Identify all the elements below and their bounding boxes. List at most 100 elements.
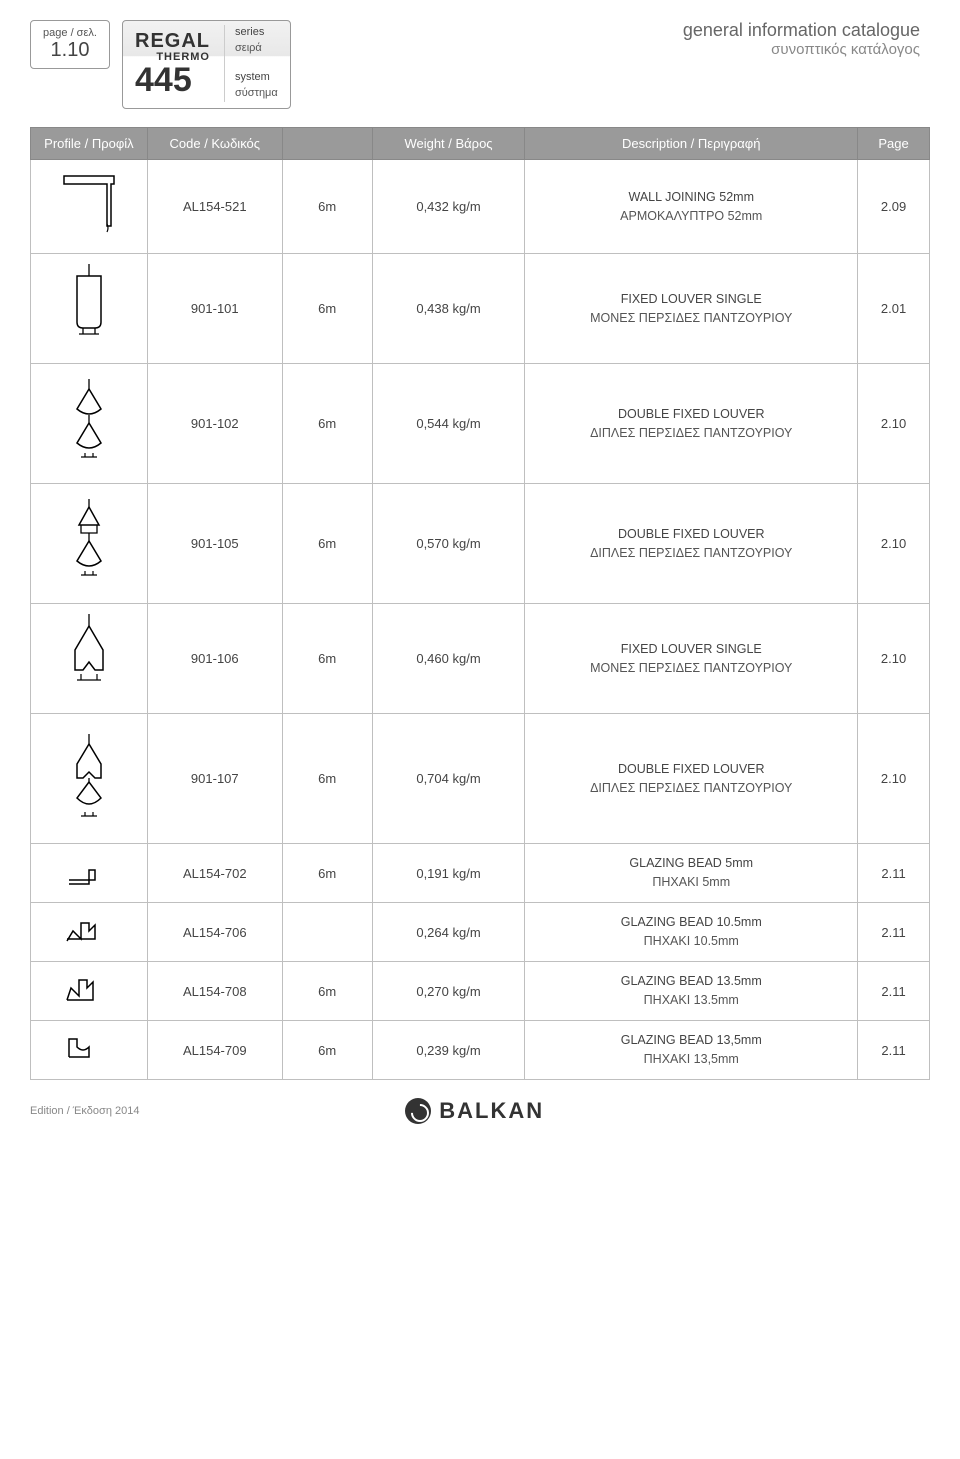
page-cell: 2.10 (858, 364, 930, 484)
page-cell: 2.11 (858, 844, 930, 903)
page-label: page / σελ. (41, 27, 99, 39)
code-cell: AL154-708 (147, 962, 282, 1021)
description-cell: GLAZING BEAD 10.5mmΠΗΧΑΚΙ 10.5mm (525, 903, 858, 962)
balkan-icon (405, 1098, 431, 1124)
description-cell: GLAZING BEAD 13,5mmΠΗΧΑΚΙ 13,5mm (525, 1021, 858, 1080)
profile-cell (31, 1021, 148, 1080)
col-weight: Weight / Βάρος (372, 128, 525, 160)
profile-icon (59, 497, 119, 587)
description-cell: FIXED LOUVER SINGLEΜΟΝΕΣ ΠΕΡΣΙΔΕΣ ΠΑΝΤΖΟ… (525, 604, 858, 714)
weight-cell: 0,432 kg/m (372, 160, 525, 254)
table-row: 901-1076m0,704 kg/mDOUBLE FIXED LOUVERΔΙ… (31, 714, 930, 844)
table-row: 901-1066m0,460 kg/mFIXED LOUVER SINGLEΜΟ… (31, 604, 930, 714)
table-row: 901-1026m0,544 kg/mDOUBLE FIXED LOUVERΔΙ… (31, 364, 930, 484)
weight-cell: 0,191 kg/m (372, 844, 525, 903)
code-cell: 901-106 (147, 604, 282, 714)
profile-icon (59, 968, 119, 1011)
page-cell: 2.10 (858, 604, 930, 714)
profile-cell (31, 254, 148, 364)
code-cell: 901-102 (147, 364, 282, 484)
description-cell: FIXED LOUVER SINGLEΜΟΝΕΣ ΠΕΡΣΙΔΕΣ ΠΑΝΤΖΟ… (525, 254, 858, 364)
profile-icon (59, 909, 119, 952)
profile-cell (31, 903, 148, 962)
table-row: AL154-7086m0,270 kg/mGLAZING BEAD 13.5mm… (31, 962, 930, 1021)
profile-icon (59, 166, 119, 244)
table-row: 901-1016m0,438 kg/mFIXED LOUVER SINGLEΜΟ… (31, 254, 930, 364)
description-cell: DOUBLE FIXED LOUVERΔΙΠΛΕΣ ΠΕΡΣΙΔΕΣ ΠΑΝΤΖ… (525, 714, 858, 844)
table-row: 901-1056m0,570 kg/mDOUBLE FIXED LOUVERΔΙ… (31, 484, 930, 604)
catalogue-title: general information catalogue συνοπτικός… (683, 20, 930, 58)
description-cell: GLAZING BEAD 13.5mmΠΗΧΑΚΙ 13.5mm (525, 962, 858, 1021)
weight-cell: 0,704 kg/m (372, 714, 525, 844)
company-name: BALKAN (439, 1098, 544, 1124)
table-header-row: Profile / Προφίλ Code / Κωδικός Weight /… (31, 128, 930, 160)
profile-icon (59, 262, 119, 352)
page-footer: Edition / Έκδοση 2014 BALKAN (30, 1098, 930, 1124)
page-number: 1.10 (41, 39, 99, 62)
page-cell: 2.11 (858, 1021, 930, 1080)
table-row: AL154-5216m0,432 kg/mWALL JOINING 52mmΑΡ… (31, 160, 930, 254)
length-cell: 6m (282, 364, 372, 484)
brand-box: REGAL THERMO 445 series σειρά system σύσ… (122, 20, 291, 109)
page-cell: 2.10 (858, 714, 930, 844)
col-profile: Profile / Προφίλ (31, 128, 148, 160)
brand-name: REGAL (135, 31, 210, 51)
profile-cell (31, 484, 148, 604)
series-labels: series σειρά system σύστημα (224, 25, 278, 102)
profile-icon (59, 732, 119, 822)
weight-cell: 0,438 kg/m (372, 254, 525, 364)
code-cell: 901-107 (147, 714, 282, 844)
page-number-box: page / σελ. 1.10 (30, 20, 110, 69)
length-cell: 6m (282, 714, 372, 844)
company-logo: BALKAN (405, 1098, 544, 1124)
table-row: AL154-706 0,264 kg/mGLAZING BEAD 10.5mmΠΗ… (31, 903, 930, 962)
code-cell: AL154-709 (147, 1021, 282, 1080)
code-cell: AL154-706 (147, 903, 282, 962)
weight-cell: 0,570 kg/m (372, 484, 525, 604)
page-header: page / σελ. 1.10 REGAL THERMO 445 series… (30, 20, 930, 109)
profile-icon (59, 1027, 119, 1070)
profiles-table: Profile / Προφίλ Code / Κωδικός Weight /… (30, 127, 930, 1080)
profile-cell (31, 844, 148, 903)
description-cell: WALL JOINING 52mmΑΡΜΟΚΑΛΥΠΤΡΟ 52mm (525, 160, 858, 254)
profile-cell (31, 962, 148, 1021)
page-cell: 2.10 (858, 484, 930, 604)
profile-icon (59, 850, 119, 893)
code-cell: 901-101 (147, 254, 282, 364)
profile-cell (31, 364, 148, 484)
weight-cell: 0,239 kg/m (372, 1021, 525, 1080)
description-cell: DOUBLE FIXED LOUVERΔΙΠΛΕΣ ΠΕΡΣΙΔΕΣ ΠΑΝΤΖ… (525, 364, 858, 484)
table-row: AL154-7026m0,191 kg/mGLAZING BEAD 5mmΠΗΧ… (31, 844, 930, 903)
page-cell: 2.11 (858, 903, 930, 962)
length-cell: 6m (282, 484, 372, 604)
page-cell: 2.11 (858, 962, 930, 1021)
profile-cell (31, 714, 148, 844)
code-cell: AL154-702 (147, 844, 282, 903)
weight-cell: 0,460 kg/m (372, 604, 525, 714)
length-cell: 6m (282, 604, 372, 714)
length-cell: 6m (282, 844, 372, 903)
page-cell: 2.09 (858, 160, 930, 254)
length-cell: 6m (282, 254, 372, 364)
weight-cell: 0,264 kg/m (372, 903, 525, 962)
length-cell (282, 903, 372, 962)
profile-cell (31, 160, 148, 254)
page-cell: 2.01 (858, 254, 930, 364)
profile-icon (59, 612, 119, 702)
table-row: AL154-7096m0,239 kg/mGLAZING BEAD 13,5mm… (31, 1021, 930, 1080)
brand-number: 445 (135, 63, 210, 97)
description-cell: GLAZING BEAD 5mmΠΗΧΑΚΙ 5mm (525, 844, 858, 903)
description-cell: DOUBLE FIXED LOUVERΔΙΠΛΕΣ ΠΕΡΣΙΔΕΣ ΠΑΝΤΖ… (525, 484, 858, 604)
col-page: Page (858, 128, 930, 160)
length-cell: 6m (282, 160, 372, 254)
col-code: Code / Κωδικός (147, 128, 282, 160)
edition-label: Edition / Έκδοση 2014 (30, 1105, 139, 1117)
weight-cell: 0,270 kg/m (372, 962, 525, 1021)
weight-cell: 0,544 kg/m (372, 364, 525, 484)
code-cell: AL154-521 (147, 160, 282, 254)
length-cell: 6m (282, 1021, 372, 1080)
profile-icon (59, 377, 119, 467)
length-cell: 6m (282, 962, 372, 1021)
code-cell: 901-105 (147, 484, 282, 604)
col-description: Description / Περιγραφή (525, 128, 858, 160)
